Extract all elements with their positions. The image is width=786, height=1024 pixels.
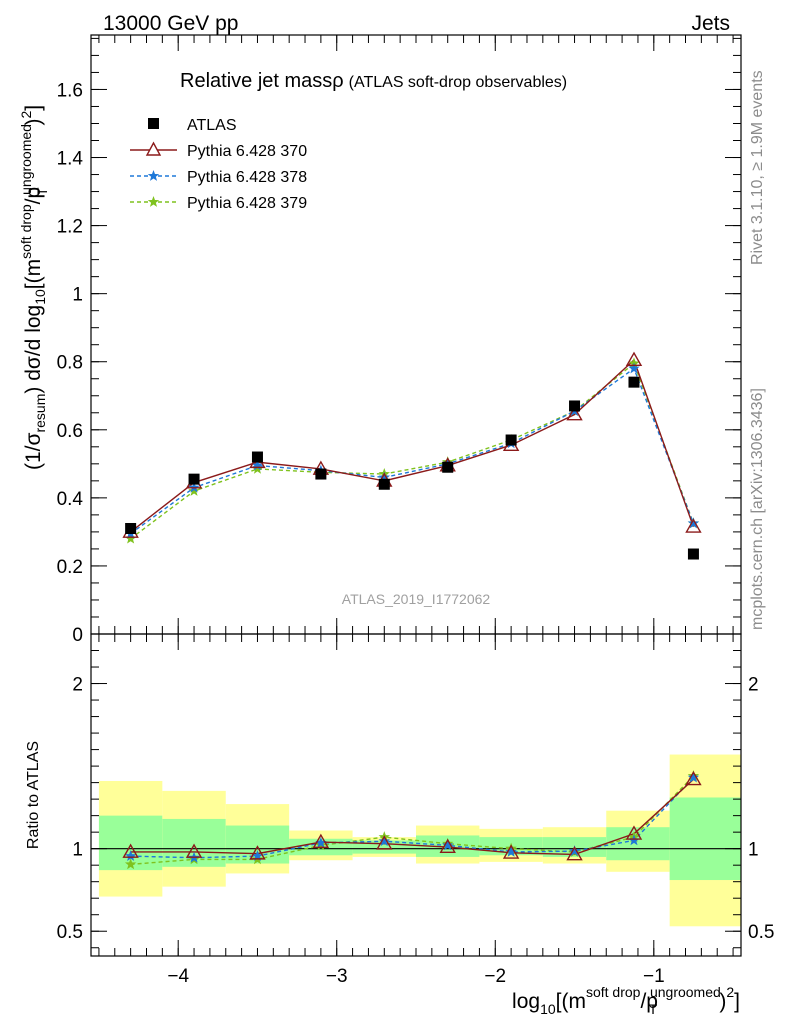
legend: ATLAS Pythia 6.428 370 Pythia 6.428 378 … xyxy=(130,117,307,212)
main-point-atlas xyxy=(251,451,263,463)
x-tick-label: −2 xyxy=(484,966,506,987)
ratio-point-pythia-370 xyxy=(439,838,456,853)
ratio-y-tick-label-right: 2 xyxy=(748,675,759,696)
main-point-atlas xyxy=(378,478,390,490)
legend-label-atlas: ATLAS xyxy=(187,117,237,134)
main-point-pythia-378 xyxy=(188,481,200,493)
ratio-point-pythia-370 xyxy=(312,833,330,849)
main-plot-panel: 0 0.2 0.4 0.6 0.8 1 1.2 1.4 1.6 Relative jet mas… xyxy=(18,34,742,646)
legend-item-pythia-378: Pythia 6.428 378 xyxy=(130,169,307,186)
plot-title-sub: (ATLAS soft-drop observables) xyxy=(349,74,567,91)
mcplots-label: mcplots.cern.ch [arXiv:1306.3436] xyxy=(749,388,766,630)
ratio-point-pythia-378 xyxy=(378,835,390,847)
legend-label-pythia-378: Pythia 6.428 378 xyxy=(187,169,307,186)
main-y-tick-label: 1.2 xyxy=(57,217,83,238)
main-point-pythia-370 xyxy=(566,406,583,421)
ratio-point-pythia-379 xyxy=(124,858,137,870)
main-point-atlas xyxy=(125,522,137,534)
plot-title-main: Relative jet massρ xyxy=(180,70,344,92)
main-y-tick-label: 0.6 xyxy=(57,421,83,442)
ratio-band-inner xyxy=(669,797,741,881)
main-point-atlas xyxy=(188,473,200,485)
x-tick-label: −3 xyxy=(326,966,348,987)
ratio-point-pythia-378 xyxy=(505,845,517,857)
ratio-y-tick-label: 1 xyxy=(72,840,83,861)
x-tick-label: −4 xyxy=(167,966,189,987)
ratio-plot-panel: 0.5 0.5 1 1 2 2 −4 −3 −2 −1 Ratio to ATLAS log10[… xyxy=(25,633,774,1017)
rivet-version-label: Rivet 3.1.10, ≥ 1.9M events xyxy=(749,70,766,265)
legend-marker-pythia-378 xyxy=(147,170,160,181)
main-point-atlas xyxy=(569,400,581,412)
ratio-point-pythia-378 xyxy=(442,839,454,851)
legend-marker-pythia-370 xyxy=(145,141,162,156)
ratio-point-pythia-378 xyxy=(251,850,264,861)
main-point-atlas xyxy=(505,434,517,446)
main-point-pythia-378 xyxy=(378,471,390,483)
analysis-watermark: ATLAS_2019_I1772062 xyxy=(342,591,491,607)
main-series-line-3 xyxy=(130,362,695,540)
ratio-point-pythia-370 xyxy=(376,835,393,850)
plot-title: Relative jet massρ (ATLAS soft-drop obser… xyxy=(180,70,567,92)
ratio-point-pythia-378 xyxy=(568,845,581,856)
main-point-pythia-378 xyxy=(251,459,264,471)
main-point-pythia-379 xyxy=(124,532,137,544)
ratio-point-pythia-370 xyxy=(566,846,583,861)
main-point-atlas xyxy=(687,548,699,560)
main-y-tick-label: 1.6 xyxy=(57,80,83,101)
main-point-atlas xyxy=(628,376,640,388)
main-y-tick-label: 0.2 xyxy=(57,557,83,578)
legend-item-pythia-370: Pythia 6.428 370 xyxy=(130,141,307,160)
x-axis-label: log10[(msoft drop/pungroomed T)2] xyxy=(512,984,740,1017)
ratio-point-pythia-370 xyxy=(625,825,643,840)
ratio-y-axis-label: Ratio to ATLAS xyxy=(25,741,42,849)
ratio-point-pythia-378 xyxy=(687,771,700,783)
ratio-y-tick-label-right: 1 xyxy=(748,840,759,861)
ratio-point-pythia-370 xyxy=(185,843,203,858)
main-y-tick-label: 0 xyxy=(72,625,83,646)
x-tick-label: −1 xyxy=(643,966,665,987)
ratio-point-pythia-370 xyxy=(249,845,266,860)
ratio-y-tick-label-right: 0.5 xyxy=(748,922,774,943)
legend-marker-atlas xyxy=(148,118,159,129)
ratio-series-line-370 xyxy=(130,778,694,856)
main-y-tick-label: 0.4 xyxy=(57,489,84,510)
legend-item-atlas: ATLAS xyxy=(148,117,237,134)
main-point-pythia-378 xyxy=(628,362,640,374)
legend-marker-pythia-379 xyxy=(147,196,160,207)
main-series-line-1 xyxy=(130,358,695,533)
legend-item-pythia-379: Pythia 6.428 379 xyxy=(130,195,307,212)
main-point-atlas xyxy=(442,461,454,473)
main-point-pythia-370 xyxy=(625,351,643,366)
legend-label-pythia-379: Pythia 6.428 379 xyxy=(187,195,307,212)
ratio-series-line-378 xyxy=(130,777,694,859)
ratio-y-tick-label: 2 xyxy=(72,675,83,696)
main-point-pythia-379 xyxy=(251,462,264,474)
main-point-pythia-379 xyxy=(188,485,200,496)
legend-label-pythia-370: Pythia 6.428 370 xyxy=(187,143,307,160)
main-point-pythia-378 xyxy=(687,517,700,529)
main-y-axis-label: (1/σresum) dσ/d log10[(msoft drop/pungro… xyxy=(18,105,50,470)
main-y-tick-label: 0.8 xyxy=(57,353,83,374)
ratio-point-pythia-370 xyxy=(122,843,139,858)
ratio-y-tick-label: 0.5 xyxy=(57,922,83,943)
ratio-point-pythia-370 xyxy=(502,844,520,859)
main-y-tick-label: 1 xyxy=(72,285,83,306)
ratio-point-pythia-370 xyxy=(685,770,702,786)
ratio-point-pythia-378 xyxy=(124,850,137,861)
main-point-atlas xyxy=(315,468,327,480)
main-series-line-2 xyxy=(130,367,695,535)
ratio-point-pythia-378 xyxy=(315,836,327,848)
header-energy-label: 13000 GeV pp xyxy=(103,12,238,35)
main-y-tick-label: 1.4 xyxy=(57,149,84,170)
ratio-point-pythia-378 xyxy=(628,834,640,846)
header-jets-label: Jets xyxy=(691,12,730,35)
main-point-pythia-370 xyxy=(685,518,702,533)
